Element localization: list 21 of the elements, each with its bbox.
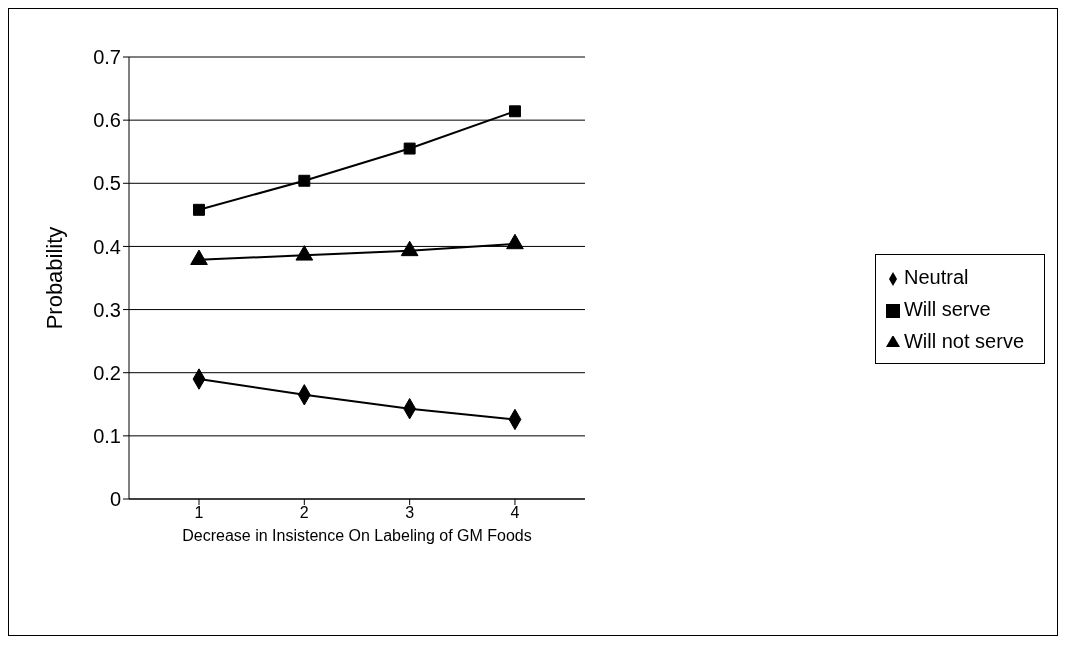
point bbox=[508, 105, 521, 118]
point bbox=[193, 203, 205, 216]
point bbox=[403, 142, 416, 155]
legend-label: Will not serve bbox=[903, 330, 1024, 352]
y-tick-label: 0.7 bbox=[93, 46, 121, 69]
point bbox=[298, 174, 311, 187]
y-tick-label: 0.3 bbox=[93, 298, 121, 321]
x-tick-label: 3 bbox=[405, 504, 415, 522]
y-tick-label: 0.2 bbox=[93, 361, 121, 384]
y-tick-label: 0.4 bbox=[93, 235, 121, 258]
y-tick-label: 0.1 bbox=[93, 424, 121, 447]
x-axis-title: Decrease in Insistence On Labeling of GM Foods bbox=[182, 527, 532, 544]
x-tick-label: 4 bbox=[510, 504, 520, 522]
legend-label: Neutral bbox=[903, 266, 969, 288]
x-tick-label: 1 bbox=[194, 504, 204, 522]
legend-label: Will serve bbox=[903, 298, 991, 320]
x-tick-label: 2 bbox=[299, 504, 309, 522]
y-tick-label: 0 bbox=[109, 488, 121, 511]
y-tick-label: 0.5 bbox=[93, 172, 121, 195]
y-axis-title: Probability bbox=[41, 226, 67, 330]
y-tick-label: 0.6 bbox=[93, 109, 121, 132]
